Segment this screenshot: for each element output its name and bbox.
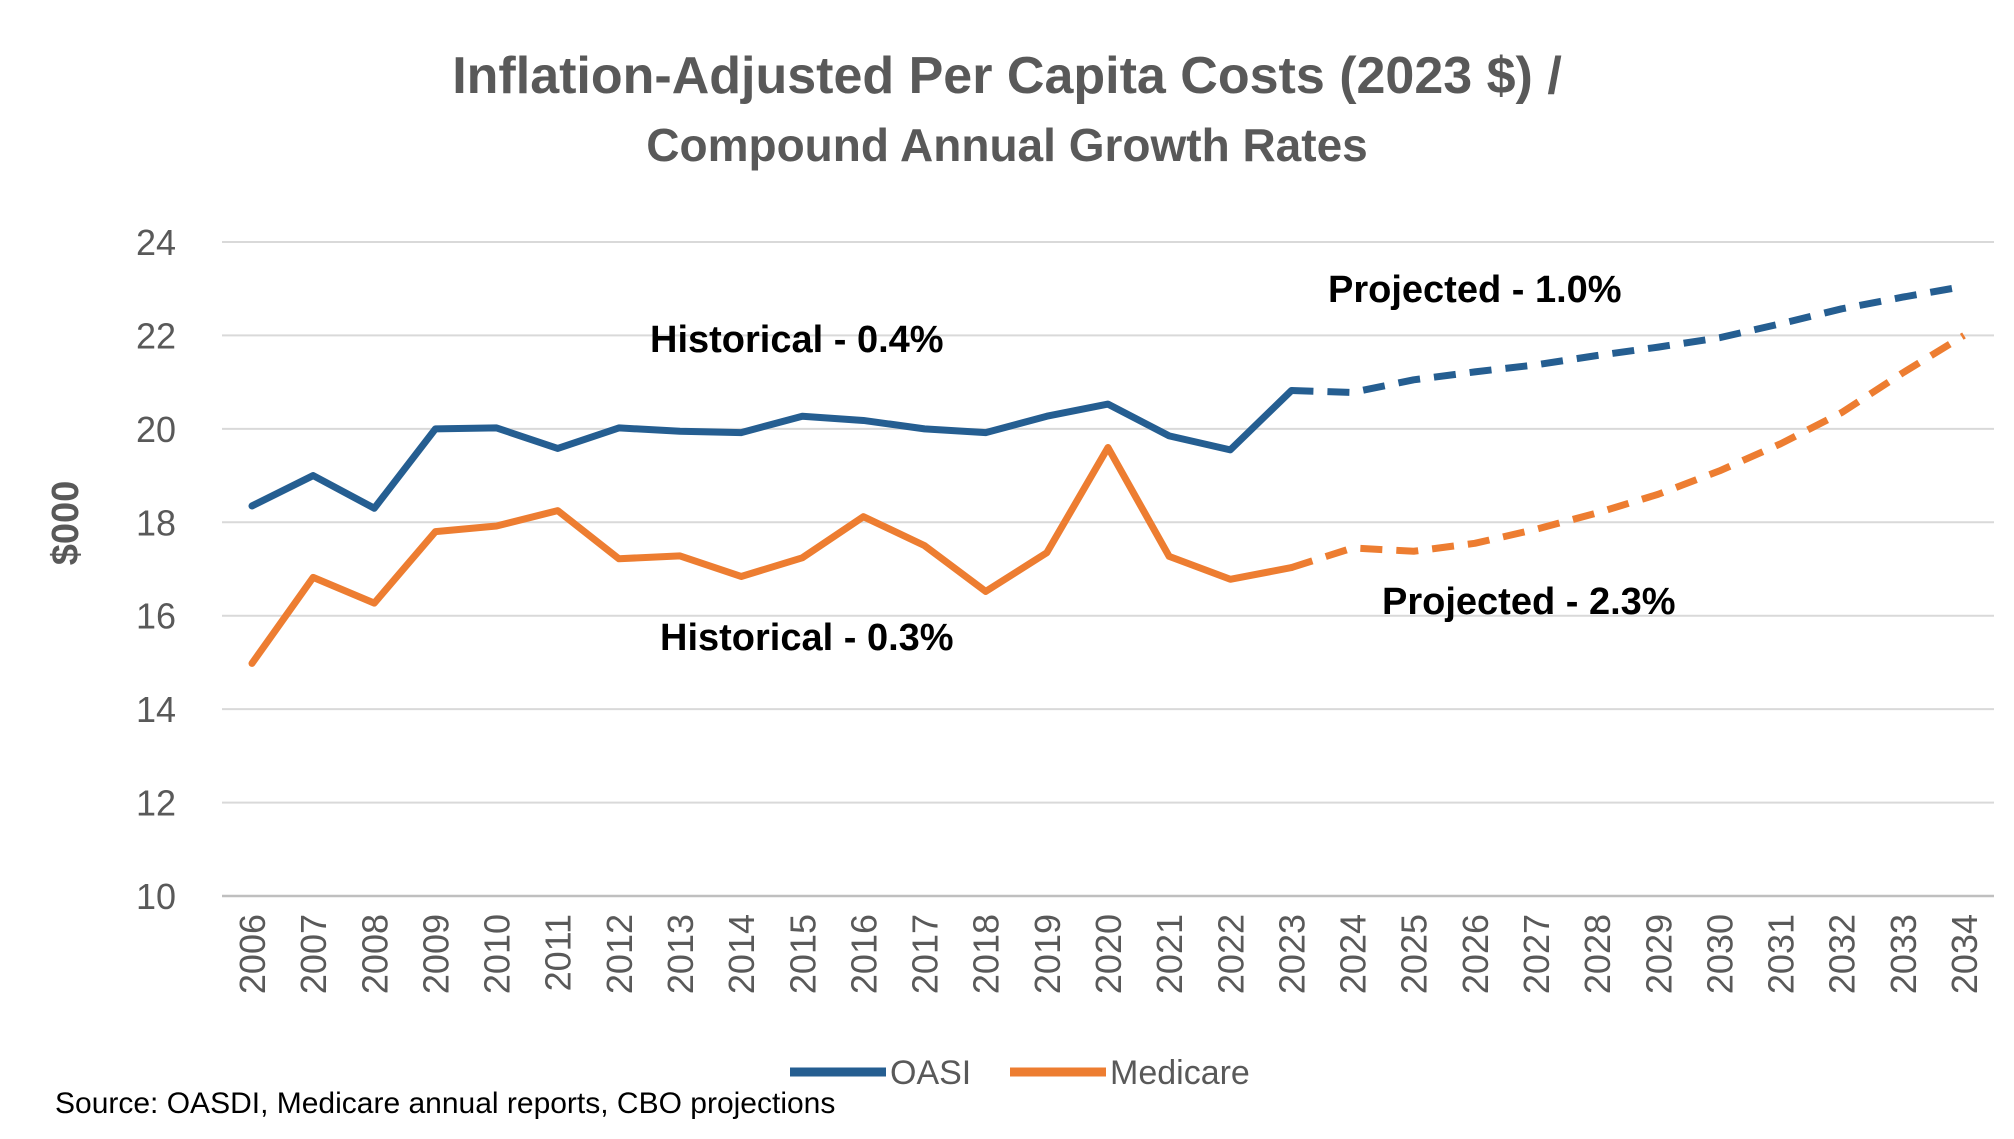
y-tick-label: 18 — [136, 502, 176, 543]
series-line-oasi-historical — [248, 387, 1295, 512]
y-tick-label: 20 — [136, 409, 176, 450]
x-tick-label: 2034 — [1944, 914, 1985, 994]
grid-lines — [222, 241, 1994, 898]
y-tick-label: 16 — [136, 596, 176, 637]
x-tick-label: 2009 — [415, 914, 456, 994]
x-tick-label: 2013 — [660, 914, 701, 994]
legend-label-medicare: Medicare — [1110, 1054, 1250, 1092]
x-tick-label: 2014 — [721, 914, 762, 994]
x-tick-label: 2008 — [354, 914, 395, 994]
y-tick-label: 10 — [136, 876, 176, 917]
y-tick-label: 24 — [136, 222, 176, 263]
x-tick-label: 2022 — [1210, 914, 1251, 994]
x-tick-label: 2032 — [1822, 914, 1863, 994]
x-axis-ticks: 2006 2007 2008 2009 2010 2011 2012 2013 2014 2015… — [232, 914, 1985, 994]
x-tick-label: 2019 — [1027, 914, 1068, 994]
x-tick-label: 2020 — [1088, 914, 1129, 994]
x-tick-label: 2030 — [1699, 914, 1740, 994]
x-tick-label: 2007 — [293, 914, 334, 994]
x-tick-label: 2028 — [1577, 914, 1618, 994]
y-tick-label: 12 — [136, 783, 176, 824]
x-tick-label: 2006 — [232, 914, 273, 994]
series-line-medicare-historical — [248, 444, 1295, 667]
series-lines — [248, 282, 1966, 667]
chart-title: Inflation-Adjusted Per Capita Costs (202… — [452, 47, 1562, 105]
annotation-medicare-historical: Historical - 0.3% — [660, 617, 954, 659]
series-line-oasi-projected — [1291, 282, 1965, 396]
source-note: Source: OASDI, Medicare annual reports, … — [55, 1087, 836, 1120]
x-tick-label: 2023 — [1271, 914, 1312, 994]
x-tick-label: 2024 — [1333, 914, 1374, 994]
legend: OASI Medicare — [790, 1054, 1250, 1092]
x-tick-label: 2027 — [1516, 914, 1557, 994]
annotation-oasi-projected: Projected - 1.0% — [1328, 269, 1622, 311]
x-tick-label: 2025 — [1394, 914, 1435, 994]
legend-label-oasi: OASI — [890, 1054, 971, 1092]
chart-subtitle: Compound Annual Growth Rates — [646, 119, 1368, 171]
x-tick-label: 2011 — [538, 914, 579, 991]
annotation-medicare-projected: Projected - 2.3% — [1382, 581, 1676, 623]
x-tick-label: 2021 — [1149, 914, 1190, 994]
y-tick-label: 22 — [136, 315, 176, 356]
x-tick-label: 2017 — [905, 914, 946, 994]
y-axis-ticks: 10 12 14 16 18 20 22 24 — [136, 222, 176, 917]
x-tick-label: 2015 — [782, 914, 823, 994]
x-tick-label: 2018 — [966, 914, 1007, 994]
x-tick-label: 2026 — [1455, 914, 1496, 994]
annotation-oasi-historical: Historical - 0.4% — [650, 319, 944, 361]
x-tick-label: 2029 — [1638, 914, 1679, 994]
y-tick-label: 14 — [136, 689, 176, 730]
x-tick-label: 2031 — [1761, 914, 1802, 994]
y-axis-label: $000 — [45, 481, 87, 566]
x-tick-label: 2016 — [843, 914, 884, 994]
x-tick-label: 2033 — [1883, 914, 1924, 994]
x-tick-label: 2012 — [599, 914, 640, 994]
x-tick-label: 2010 — [477, 914, 518, 994]
series-line-medicare-projected — [1290, 332, 1966, 571]
